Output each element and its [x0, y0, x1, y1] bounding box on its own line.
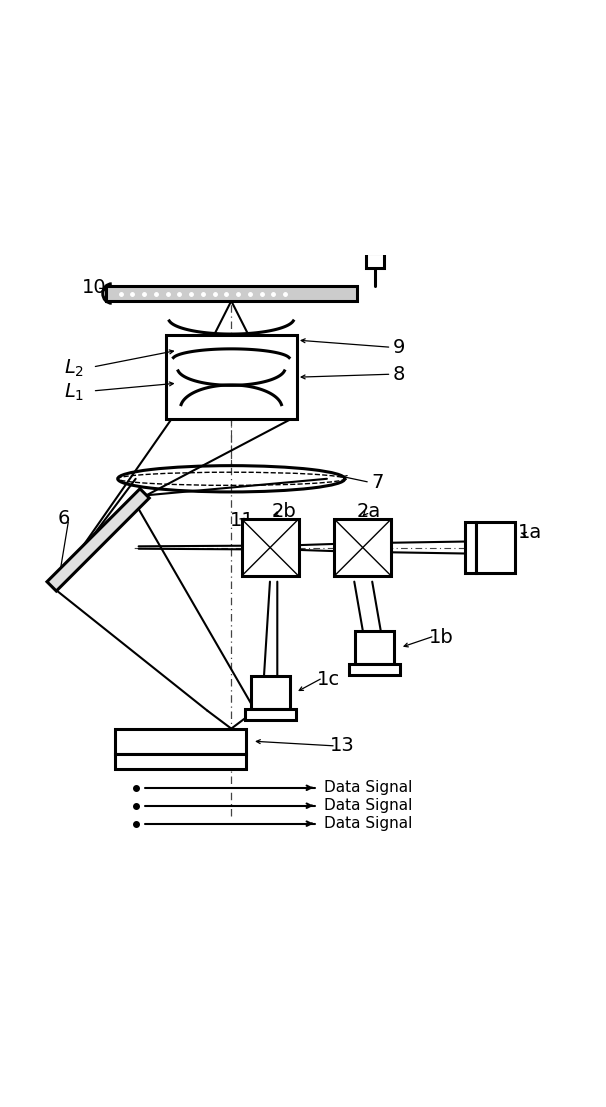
- Text: 13: 13: [330, 736, 355, 755]
- Bar: [165, 335, 297, 420]
- Text: 2a: 2a: [357, 503, 381, 521]
- Text: 1c: 1c: [317, 670, 340, 689]
- Bar: [106, 286, 357, 301]
- Text: 8: 8: [393, 364, 405, 384]
- Text: 1a: 1a: [518, 524, 542, 542]
- Text: 7: 7: [371, 474, 384, 493]
- Text: 6: 6: [58, 509, 70, 528]
- Bar: [251, 676, 290, 708]
- Text: 2b: 2b: [272, 503, 297, 521]
- Bar: [335, 519, 391, 576]
- Text: 11: 11: [230, 511, 255, 530]
- Text: 1b: 1b: [428, 628, 453, 646]
- Text: $L_2$: $L_2$: [64, 358, 84, 379]
- Text: Data Signal: Data Signal: [324, 780, 412, 795]
- Bar: [476, 523, 515, 573]
- Text: 9: 9: [393, 338, 405, 356]
- Bar: [242, 519, 299, 576]
- Text: Data Signal: Data Signal: [324, 798, 412, 814]
- Polygon shape: [47, 489, 149, 591]
- Bar: [465, 523, 476, 573]
- Bar: [349, 664, 400, 675]
- Bar: [355, 631, 394, 664]
- Bar: [245, 708, 296, 720]
- Text: $L_1$: $L_1$: [64, 382, 84, 403]
- Bar: [115, 754, 246, 768]
- Text: 10: 10: [82, 278, 107, 297]
- Bar: [366, 254, 384, 268]
- Bar: [115, 728, 246, 754]
- Text: Data Signal: Data Signal: [324, 816, 412, 831]
